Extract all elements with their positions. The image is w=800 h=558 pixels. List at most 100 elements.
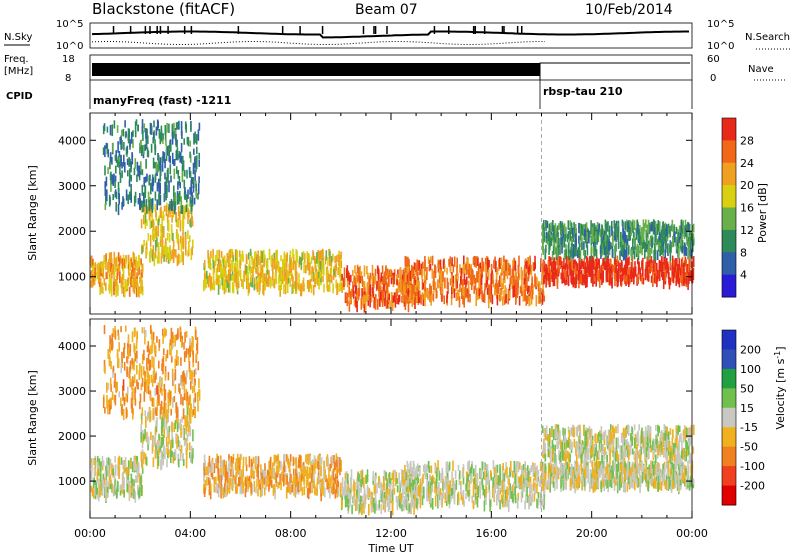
power-cell [144, 192, 146, 198]
velocity-cell [304, 486, 306, 495]
velocity-cell [267, 475, 269, 484]
power-cell [527, 296, 529, 304]
velocity-cell [120, 398, 122, 407]
velocity-cell [126, 484, 128, 492]
power-cell [359, 287, 361, 296]
power-cell [194, 159, 196, 168]
velocity-cell [190, 455, 192, 463]
velocity-cell [273, 466, 275, 477]
power-cell [220, 267, 222, 278]
velocity-cell [99, 483, 101, 494]
velocity-cell [124, 362, 126, 371]
velocity-cell [150, 394, 152, 401]
power-cell [90, 257, 92, 267]
velocity-cell [163, 356, 165, 367]
power-cell [289, 278, 291, 287]
power-cell [97, 269, 99, 279]
velocity-cell [115, 395, 117, 406]
power-cell [468, 281, 470, 290]
power-cell [353, 291, 355, 299]
velocity-cell [198, 378, 200, 388]
power-cell [625, 221, 627, 227]
velocity-cell [153, 357, 155, 369]
power-colorbar-segment [722, 140, 736, 163]
power-cell [336, 255, 338, 262]
velocity-cell [183, 459, 185, 466]
power-cell [440, 274, 442, 284]
velocity-cell [121, 352, 123, 363]
velocity-cell [130, 361, 132, 371]
power-cell [683, 263, 685, 270]
power-cell [664, 235, 666, 242]
power-colorbar-segment [722, 275, 736, 298]
power-cell [625, 250, 627, 260]
power-cell [309, 262, 311, 274]
power-cell [653, 266, 655, 272]
power-cell [637, 247, 639, 255]
noise-right-tick-bottom: 10^0 [707, 41, 734, 52]
velocity-cell [135, 399, 137, 406]
power-cell [322, 249, 324, 258]
power-cell [393, 273, 395, 285]
power-cell [669, 261, 671, 268]
velocity-cell [175, 384, 177, 393]
power-cell [482, 293, 484, 302]
velocity-cell [142, 378, 144, 387]
velocity-cell [158, 434, 160, 440]
power-cell [655, 232, 657, 243]
velocity-cell [144, 391, 146, 401]
velocity-cell [178, 383, 180, 392]
velocity-cell [293, 457, 295, 466]
velocity-cell [376, 483, 378, 494]
velocity-cell [189, 351, 191, 358]
power-cell [125, 279, 127, 290]
velocity-cell [255, 487, 257, 494]
power-cell [481, 274, 483, 285]
power-cell [521, 287, 523, 296]
power-cell [622, 220, 624, 227]
velocity-cell [118, 391, 120, 397]
velocity-cell [300, 481, 302, 491]
velocity-cell [174, 359, 176, 369]
velocity-cell [245, 457, 247, 466]
power-cell [663, 278, 665, 289]
power-cell [622, 228, 624, 239]
power-cell [140, 287, 142, 294]
velocity-cell [159, 376, 161, 388]
power-cell [676, 227, 678, 234]
power-cell [234, 267, 236, 276]
power-cell [110, 125, 112, 135]
velocity-cell [195, 368, 197, 375]
power-cell [114, 180, 116, 188]
velocity-cell [165, 354, 167, 362]
velocity-feature [90, 456, 143, 503]
velocity-cell [155, 449, 157, 458]
velocity-cell [311, 483, 313, 491]
power-cell [447, 291, 449, 299]
power-cell [106, 273, 108, 279]
power-cell [598, 270, 600, 277]
power-cell [232, 252, 234, 258]
power-cell [118, 204, 120, 215]
power-cell [112, 124, 114, 136]
velocity-cell [328, 475, 330, 483]
power-cell [180, 196, 182, 205]
velocity-cell [155, 373, 157, 380]
power-cell [517, 283, 519, 295]
power-cell [407, 295, 409, 303]
velocity-cell [165, 408, 167, 418]
power-cell [432, 294, 434, 301]
velocity-cell [225, 465, 227, 476]
power-cell [575, 224, 577, 234]
velocity-cell [364, 487, 366, 498]
power-cell [683, 225, 685, 236]
power-cell [169, 201, 171, 209]
power-cell [614, 259, 616, 265]
power-cell [139, 277, 141, 284]
power-cell [404, 286, 406, 296]
velocity-cell [361, 479, 363, 487]
power-cell [475, 256, 477, 267]
velocity-cell [369, 488, 371, 497]
power-cell [133, 255, 135, 266]
velocity-cell [109, 335, 111, 344]
